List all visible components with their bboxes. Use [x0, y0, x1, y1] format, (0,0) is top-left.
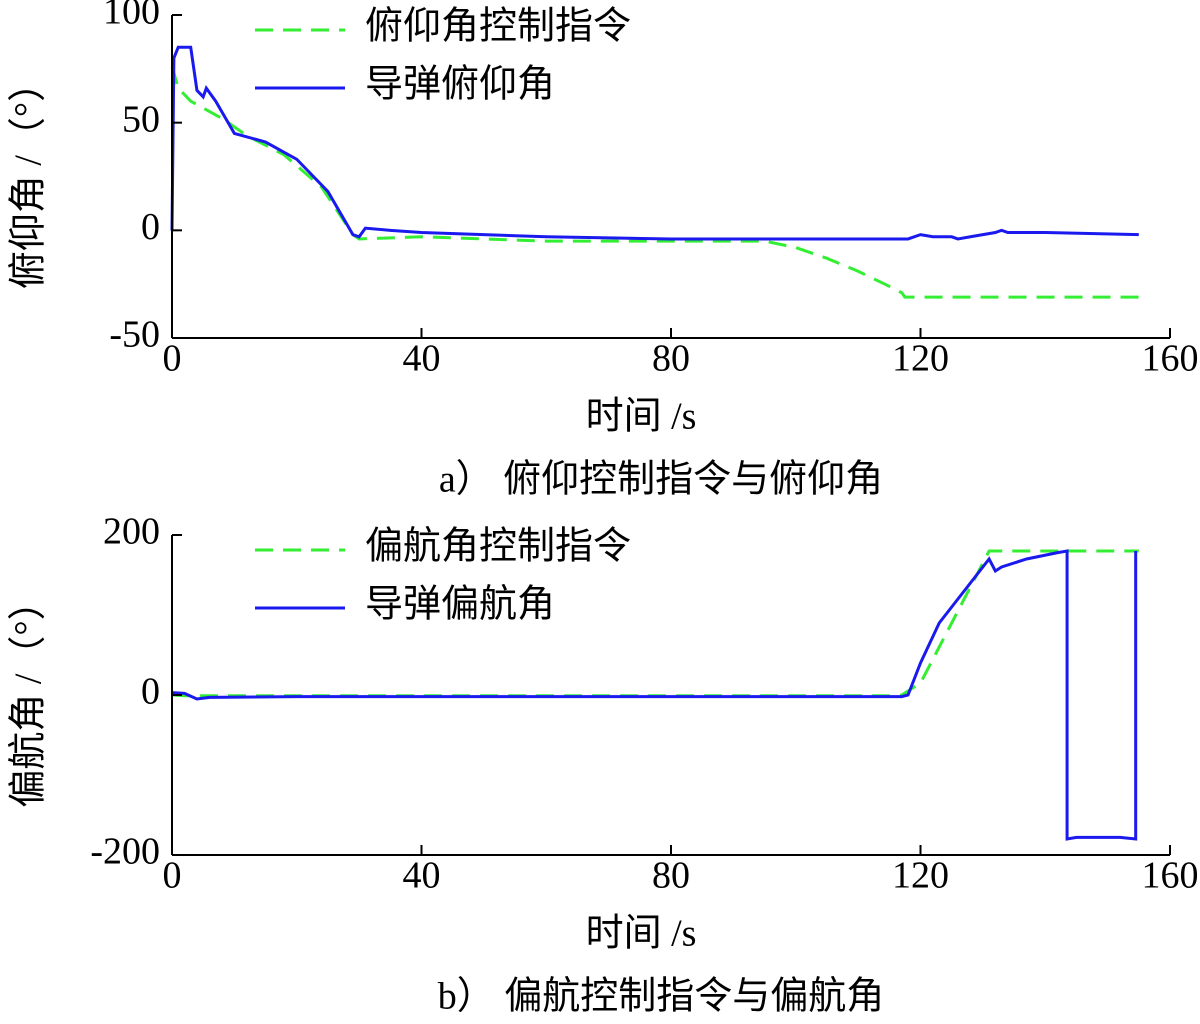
legend-label: 俯仰角控制指令 — [365, 6, 631, 48]
x-tick-label: 0 — [163, 338, 182, 380]
x-tick-label: 120 — [892, 855, 949, 897]
x-tick-label: 80 — [652, 855, 690, 897]
data-line — [170, 66, 1139, 299]
y-tick-label: 100 — [103, 0, 160, 33]
y-tick-label: 50 — [122, 98, 160, 140]
x-tick-label: 120 — [892, 338, 949, 380]
x-tick-label: 80 — [652, 338, 690, 380]
y-axis-label: 俯仰角 /（°） — [8, 64, 50, 289]
y-axis-label: 偏航角 /（°） — [8, 582, 50, 807]
x-axis-label: 时间 /s — [586, 913, 697, 955]
x-tick-label: 0 — [163, 855, 182, 897]
legend-label: 导弹偏航角 — [365, 584, 555, 626]
x-tick-label: 160 — [1142, 338, 1199, 380]
caption: b） 偏航控制指令与偏航角 — [438, 976, 885, 1018]
x-axis-label: 时间 /s — [586, 396, 697, 438]
legend-label: 导弹俯仰角 — [365, 64, 555, 106]
x-tick-label: 40 — [403, 338, 441, 380]
x-tick-label: 160 — [1142, 855, 1199, 897]
caption: a） 俯仰控制指令与俯仰角 — [439, 459, 883, 501]
y-tick-label: -200 — [90, 831, 160, 873]
y-tick-label: 0 — [141, 671, 160, 713]
y-tick-label: 0 — [141, 206, 160, 248]
y-tick-label: -50 — [109, 314, 160, 356]
x-tick-label: 40 — [403, 855, 441, 897]
data-line — [170, 45, 1139, 241]
legend-label: 偏航角控制指令 — [365, 526, 631, 568]
data-line — [171, 549, 1138, 841]
y-tick-label: 200 — [103, 511, 160, 553]
data-line — [171, 549, 1139, 698]
